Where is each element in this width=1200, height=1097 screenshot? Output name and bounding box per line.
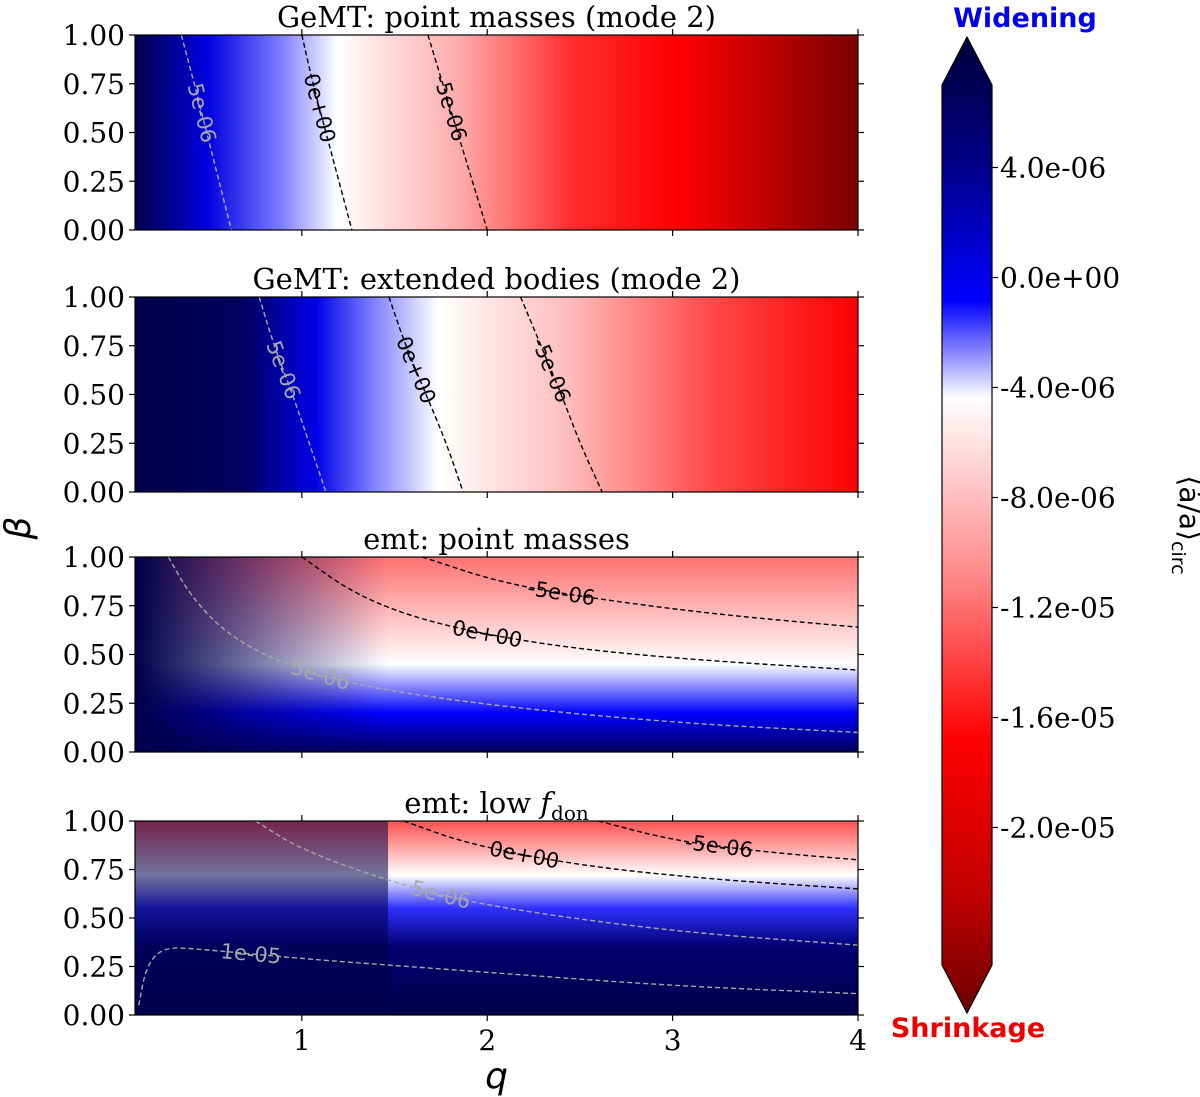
x-axis-label: q [485, 1056, 508, 1097]
contour-line [427, 34, 488, 231]
colorbar-label-sub: circ [1167, 541, 1189, 575]
panel-title-sub: don [551, 801, 589, 825]
colorbar-tick-label: -1.2e-05 [1000, 592, 1116, 625]
panel-title: emt: point masses [363, 522, 630, 556]
colorbar-label: ⟨ȧ/a⟩circ [1167, 475, 1200, 574]
heatmap-shade [135, 821, 389, 1015]
y-tick-label: 0.00 [63, 999, 125, 1032]
contour-line [167, 556, 859, 734]
y-tick-label: 1.00 [63, 281, 125, 314]
panel-1: 5e-06 0e+00 -5e-060.000.250.500.751.00GeMT… [63, 0, 864, 247]
heatmap-fill [135, 297, 858, 492]
y-tick-label: 0.25 [63, 951, 125, 984]
panel-title: GeMT: point masses (mode 2) [277, 0, 716, 34]
x-tick-label: 1 [293, 1024, 311, 1057]
panel-3: 5e-060e+00-5e-060.000.250.500.751.00emt:… [63, 522, 864, 769]
colorbar-tick-label: -2.0e-05 [1000, 812, 1116, 845]
y-tick-label: 0.50 [63, 902, 125, 935]
y-tick-label: 0.00 [63, 214, 125, 247]
y-tick-label: 0.75 [63, 854, 125, 887]
contour-line [519, 296, 603, 493]
contour-line [301, 34, 353, 231]
contour-line [138, 947, 859, 1006]
colorbar-tick-label: -1.6e-05 [1000, 702, 1116, 735]
colorbar-tick-label: -4.0e-06 [1000, 372, 1116, 405]
contour-line [301, 556, 859, 671]
colorbar-tick-label: 0.0e+00 [1000, 262, 1120, 295]
y-tick-label: 1.00 [63, 19, 125, 52]
y-tick-label: 0.00 [63, 476, 125, 509]
panel-title: emt: low fdon [404, 786, 589, 825]
y-tick-label: 1.00 [63, 541, 125, 574]
x-tick-label: 2 [478, 1024, 496, 1057]
widening-annotation: Widening [953, 3, 1097, 34]
panel-title: GeMT: extended bodies (mode 2) [253, 262, 741, 296]
contour-line [598, 820, 859, 861]
heatmap-shade [135, 557, 858, 752]
y-axis-label: β [0, 517, 39, 541]
colorbar-body [941, 35, 993, 1015]
heatmap-fill [135, 35, 858, 230]
x-tick-label: 3 [664, 1024, 682, 1057]
panel-title-text: emt: low [404, 786, 540, 820]
contour-line [403, 820, 859, 890]
contour-line [255, 820, 859, 946]
y-tick-label: 0.50 [63, 379, 125, 412]
y-tick-label: 0.50 [63, 117, 125, 150]
colorbar-tick-label: 4.0e-06 [1000, 152, 1106, 185]
contour-line [180, 34, 233, 231]
y-tick-label: 0.50 [63, 639, 125, 672]
y-tick-label: 0.75 [63, 68, 125, 101]
colorbar-label-main: ⟨ȧ/a⟩ [1173, 475, 1200, 541]
y-tick-label: 1.00 [63, 805, 125, 838]
panel-2: 5e-06 0e+00 -5e-060.000.250.500.751.00GeMT… [63, 262, 864, 509]
y-tick-label: 0.25 [63, 165, 125, 198]
x-tick-label: 4 [849, 1024, 867, 1057]
y-tick-label: 0.00 [63, 736, 125, 769]
contour-label: 1e-05 [220, 939, 283, 969]
y-tick-label: 0.25 [63, 427, 125, 460]
y-tick-label: 0.75 [63, 330, 125, 363]
colorbar-tick-label: -8.0e-06 [1000, 482, 1116, 515]
y-tick-label: 0.75 [63, 590, 125, 623]
y-tick-label: 0.25 [63, 687, 125, 720]
shrinkage-annotation: Shrinkage [891, 1013, 1045, 1044]
